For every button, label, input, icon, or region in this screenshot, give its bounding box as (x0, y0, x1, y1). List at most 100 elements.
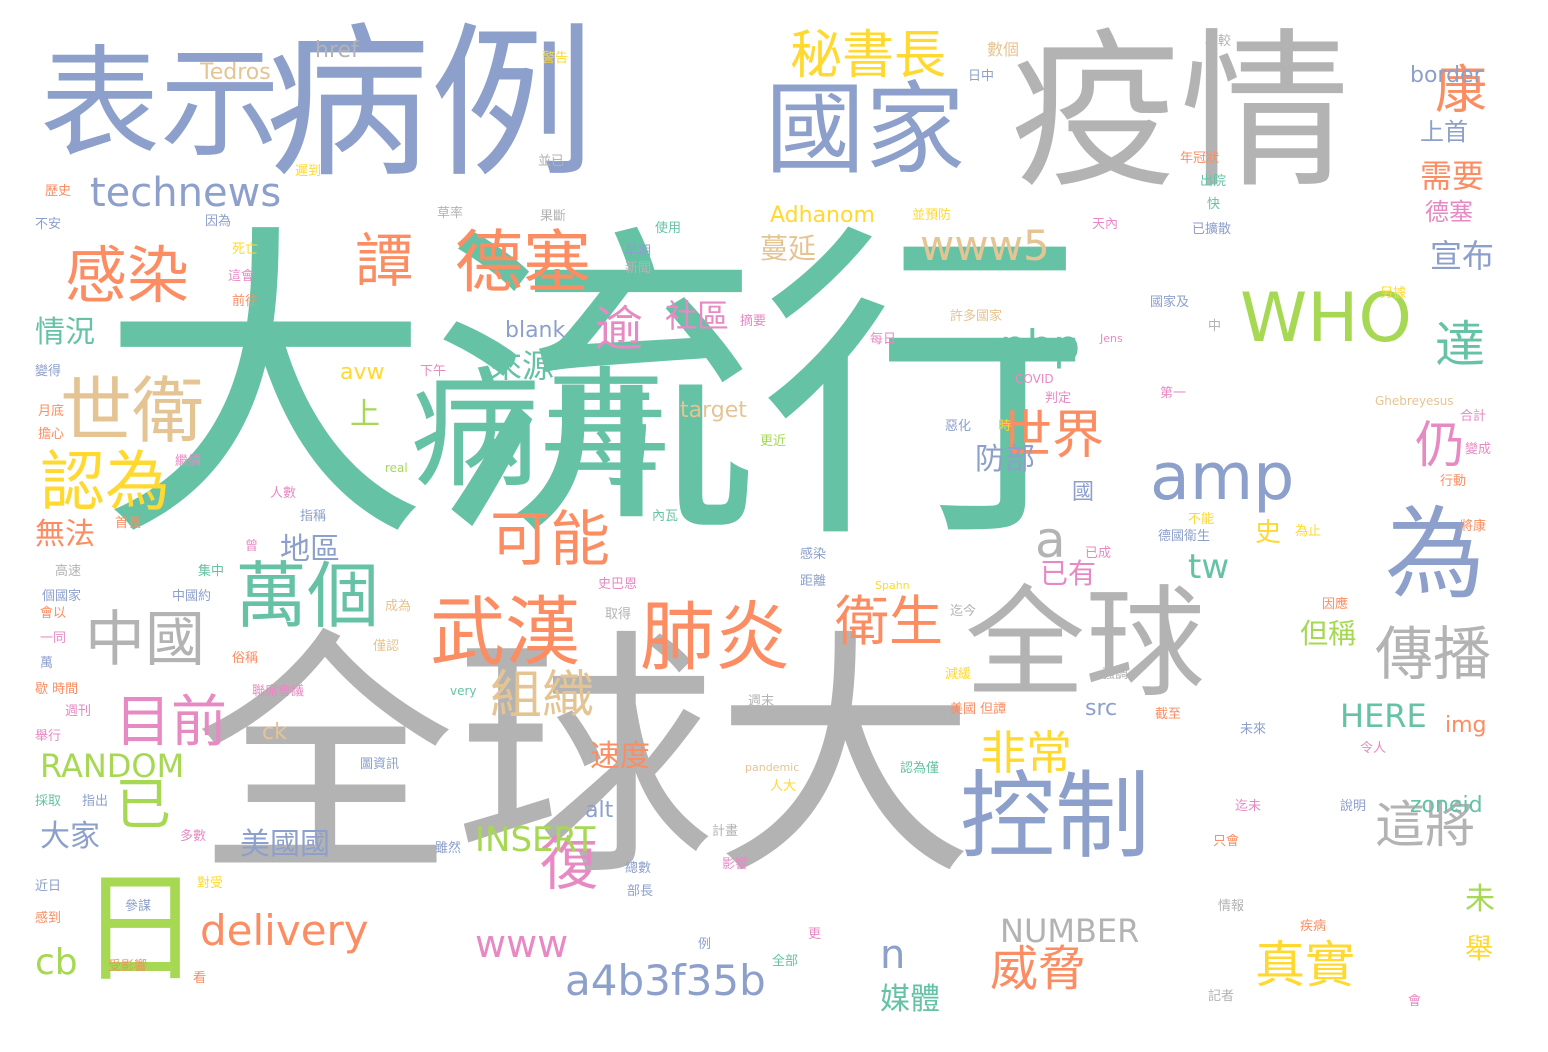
cloud-word: 使用 (655, 221, 682, 236)
cloud-word: 遲到 (295, 164, 322, 179)
cloud-word: 大流行 (100, 198, 1090, 582)
cloud-word: Adhanom (770, 203, 875, 228)
cloud-word: www (475, 922, 569, 966)
cloud-word: 參謀 (125, 899, 152, 914)
cloud-word: 行動 (1440, 474, 1467, 489)
cloud-word: WHO (1240, 279, 1412, 358)
cloud-word: 第一 (1160, 386, 1187, 401)
cloud-word: 合計 (1460, 409, 1487, 424)
cloud-word: INSERT (475, 820, 596, 860)
cloud-word: 已擴散 (1192, 222, 1232, 237)
cloud-word: 時 (998, 419, 1012, 434)
cloud-word: 蔓延 (760, 232, 817, 265)
cloud-word: 秘書長 (790, 26, 947, 86)
cloud-word: 摘要 (740, 314, 767, 329)
cloud-word: blank (505, 318, 566, 343)
cloud-word: 史巴恩 (598, 577, 638, 592)
cloud-word: 媒體 (880, 982, 940, 1017)
cloud-word: 果斷 (540, 209, 567, 224)
cloud-word: 首長 (115, 516, 142, 531)
cloud-word: 人數 (270, 486, 297, 501)
cloud-word: 聯席會議 (252, 684, 305, 699)
cloud-word: 近日 (35, 879, 62, 894)
cloud-word: 中 (1208, 319, 1222, 334)
cloud-word: 康 (1435, 61, 1488, 121)
cloud-word: 月底 (38, 404, 65, 419)
cloud-word: 認為僅 (900, 761, 940, 776)
cloud-word: 速度 (590, 739, 650, 774)
cloud-word: Spahn (875, 579, 910, 592)
cloud-word: avw (340, 360, 385, 385)
cloud-word: a4b3f35b (565, 956, 766, 1005)
cloud-word: 傳播 (1375, 620, 1492, 688)
cloud-word: 德國衛生 (1158, 529, 1211, 544)
cloud-word: 取得 (605, 607, 632, 622)
cloud-word: 日 (80, 860, 200, 999)
cloud-word: 國 (1072, 480, 1095, 505)
cloud-word: 令人 (1360, 741, 1387, 756)
cloud-word: zoneid (1410, 793, 1483, 818)
cloud-word: 看 (193, 971, 207, 986)
cloud-word: 週刊 (65, 704, 92, 719)
cloud-word: href (315, 38, 359, 63)
cloud-word: 中國 (85, 605, 205, 675)
cloud-word: 個國家 (42, 589, 82, 604)
cloud-word: 多數 (180, 829, 207, 844)
cloud-word: 並預防 (912, 208, 952, 223)
cloud-word: 圖資訊 (360, 757, 400, 772)
cloud-word: 出院 (1200, 174, 1227, 189)
cloud-word: 達 (1435, 316, 1485, 374)
cloud-word: 全球 (965, 575, 1205, 714)
cloud-word: 未 (1465, 882, 1495, 917)
cloud-word: 美國國 (240, 827, 330, 862)
cloud-word: pandemic (745, 761, 800, 774)
cloud-word: 並已 (538, 154, 565, 169)
cloud-word: Tedros (200, 60, 271, 85)
cloud-word: 不能 (1188, 512, 1215, 527)
cloud-word: 影響 (722, 857, 749, 872)
cloud-word: 死亡 (232, 242, 259, 257)
cloud-word: 相較 (1205, 34, 1232, 49)
cloud-word: 社區 (665, 297, 730, 335)
cloud-word: 無法 (35, 517, 95, 552)
cloud-word: 國家及 (1150, 295, 1190, 310)
cloud-word: 天內 (1092, 217, 1119, 232)
cloud-word: www5 (920, 221, 1050, 270)
cloud-word: 迄未 (1235, 799, 1262, 814)
cloud-word: 上首 (1420, 118, 1468, 146)
cloud-word: 組織 (490, 666, 595, 726)
cloud-word: 早期 (625, 244, 652, 259)
cloud-word: 每日 (870, 332, 897, 347)
cloud-word: 距離 (800, 574, 827, 589)
cloud-word: 為 (1385, 496, 1485, 613)
cloud-word: 威脅 (990, 941, 1087, 997)
cloud-word: delivery (200, 906, 369, 955)
cloud-word: border (1410, 63, 1483, 88)
cloud-word: 下午 (420, 364, 447, 379)
cloud-word: 譚 (355, 227, 414, 295)
cloud-word: 肺炎 (640, 593, 791, 681)
cloud-word: 衛生 (835, 590, 943, 653)
cloud-word: 非常 (980, 726, 1072, 780)
cloud-word: 德塞 (1425, 198, 1473, 226)
cloud-word: 集中 (198, 564, 225, 579)
cloud-word: 迄今 (950, 604, 977, 619)
cloud-word: 部長 (627, 884, 654, 899)
cloud-word: 數個 (987, 40, 1020, 59)
cloud-word: 會 (1408, 994, 1422, 1009)
cloud-word: 大家 (40, 819, 100, 854)
cloud-word: 萬 (40, 656, 54, 671)
cloud-word: 高速 (55, 564, 82, 579)
cloud-word: 總數 (625, 861, 652, 876)
cloud-word: 週末 (748, 694, 775, 709)
cloud-word: 國家 (765, 71, 965, 188)
cloud-word: NUMBER (1000, 912, 1140, 950)
cloud-word: 變得 (35, 364, 62, 379)
cloud-word: 世界 (1000, 406, 1105, 466)
cloud-word: 歇 時間 (35, 682, 79, 697)
cloud-word: src (1085, 696, 1118, 721)
cloud-word: 雖然 (435, 841, 462, 856)
cloud-word: 採取 (35, 794, 62, 809)
cloud-word: 截至 (1155, 707, 1182, 722)
cloud-word: 警告 (542, 51, 569, 66)
